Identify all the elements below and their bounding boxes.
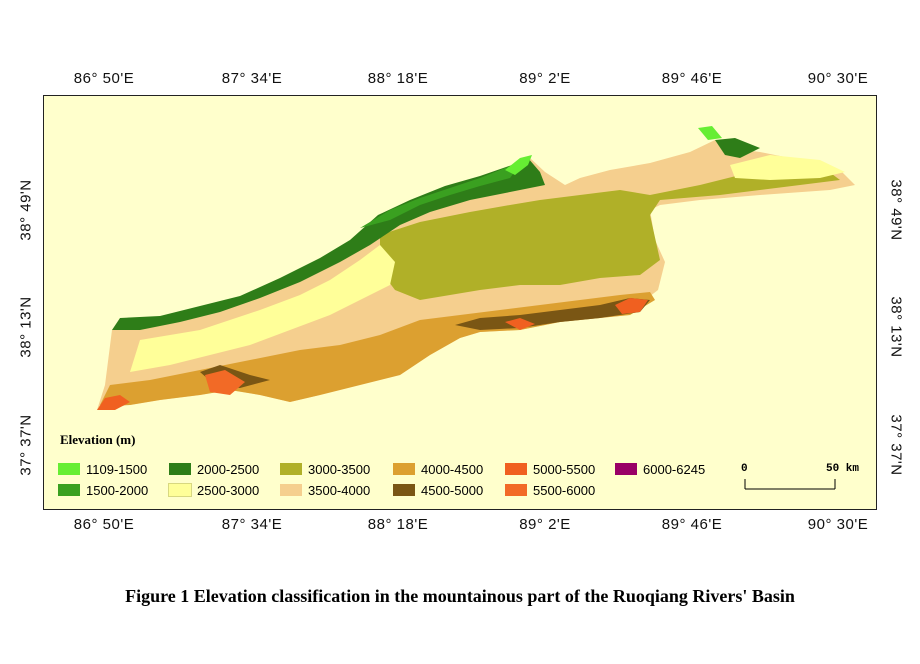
legend-swatch [393, 484, 415, 496]
longitude-label-top: 87° 34'E [221, 70, 283, 87]
legend-item: 2000-2500 [169, 461, 260, 477]
band-1109-1500-ne [698, 126, 722, 140]
band-2000-2500-ne [715, 138, 760, 158]
legend-label: 2000-2500 [197, 461, 260, 477]
legend-item: 1109-1500 [58, 461, 148, 477]
scale-bar-start-label: 0 [741, 463, 748, 475]
latitude-label-left: 38° 13'N [17, 296, 35, 358]
legend-label: 5000-5500 [533, 461, 596, 477]
legend-item: 3500-4000 [280, 482, 371, 498]
band-5500-6000-west [205, 370, 245, 395]
scale-bar [744, 479, 836, 490]
legend-swatch [505, 463, 527, 475]
longitude-label-top: 90° 30'E [807, 70, 869, 87]
longitude-label-top: 89° 46'E [661, 70, 723, 87]
band-5000-5500-mid [505, 318, 535, 330]
legend-label: 3500-4000 [308, 482, 371, 498]
band-5500-6000-east [615, 298, 648, 314]
legend-swatch [58, 484, 80, 496]
legend-title: Elevation (m) [60, 432, 136, 447]
band-3000-3500 [380, 165, 840, 300]
longitude-label-bottom: 87° 34'E [221, 516, 283, 533]
latitude-label-right: 38° 49'N [887, 179, 905, 241]
legend-item: 2500-3000 [168, 482, 260, 498]
longitude-label-top: 89° 2'E [519, 70, 571, 87]
legend-label: 3000-3500 [308, 461, 371, 477]
latitude-label-left: 38° 49'N [17, 179, 35, 241]
legend-swatch [168, 483, 192, 497]
legend-item: 4500-5000 [393, 482, 484, 498]
legend-item: 5000-5500 [505, 461, 596, 477]
longitude-label-bottom: 86° 50'E [73, 516, 135, 533]
legend-label: 4500-5000 [421, 482, 484, 498]
longitude-label-bottom: 89° 46'E [661, 516, 723, 533]
legend-swatch [280, 463, 302, 475]
band-2000-2500 [112, 158, 545, 330]
band-5500-6000-sw [97, 395, 130, 410]
legend-label: 1500-2000 [86, 482, 149, 498]
band-4500-5000-east [455, 298, 650, 330]
legend-label: 5500-6000 [533, 482, 596, 498]
legend-swatch [58, 463, 80, 475]
legend-label: 1109-1500 [86, 461, 148, 477]
legend-item: 3000-3500 [280, 461, 371, 477]
legend-swatch [393, 463, 415, 475]
scale-bar-end-label: 50 km [826, 463, 860, 475]
legend-item: 4000-4500 [393, 461, 484, 477]
legend-label: 6000-6245 [643, 461, 706, 477]
latitude-label-right: 37° 37'N [887, 414, 905, 476]
longitude-label-top: 88° 18'E [367, 70, 429, 87]
band-1500-2000 [360, 162, 522, 228]
legend-swatch [169, 463, 191, 475]
latitude-label-right: 38° 13'N [887, 296, 905, 358]
legend-item: 1500-2000 [58, 482, 149, 498]
legend-item: 5500-6000 [505, 482, 596, 498]
legend-swatch [280, 484, 302, 496]
legend-label: 4000-4500 [421, 461, 484, 477]
longitude-label-bottom: 90° 30'E [807, 516, 869, 533]
longitude-label-top: 86° 50'E [73, 70, 135, 87]
legend-swatch [615, 463, 637, 475]
longitude-label-bottom: 88° 18'E [367, 516, 429, 533]
band-2500-3000-east [730, 155, 845, 180]
legend-item: 6000-6245 [615, 461, 706, 477]
legend-label: 2500-3000 [197, 482, 260, 498]
band-1109-1500 [505, 155, 532, 175]
legend-swatch [505, 484, 527, 496]
longitude-label-bottom: 89° 2'E [519, 516, 571, 533]
latitude-label-left: 37° 37'N [17, 414, 35, 476]
figure-caption: Figure 1 Elevation classification in the… [125, 586, 795, 606]
band-2500-3000 [130, 245, 395, 372]
